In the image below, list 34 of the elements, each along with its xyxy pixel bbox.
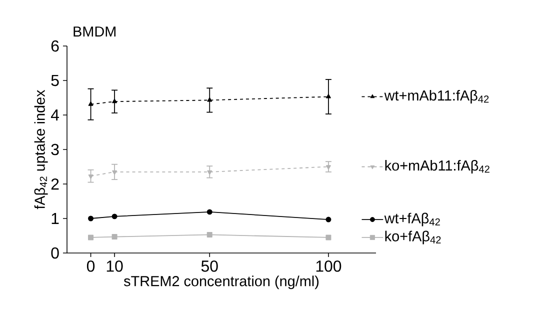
- point: [326, 94, 331, 98]
- point: [326, 234, 332, 240]
- legend-label: wt+fAβ$_{42}$: [384, 212, 440, 226]
- point: [326, 165, 331, 170]
- point: [326, 216, 332, 222]
- point: [88, 174, 94, 179]
- legend-label: wt+mAb11:fAβ$_{42}$: [384, 90, 489, 104]
- point: [206, 209, 212, 215]
- y-tick-label: 6: [51, 40, 59, 52]
- point: [112, 214, 118, 220]
- point: [88, 102, 94, 106]
- point: [88, 234, 94, 240]
- point: [112, 98, 117, 104]
- y-tick-label: 0: [51, 247, 59, 259]
- point: [112, 234, 118, 240]
- y-tick-label: 2: [51, 178, 59, 190]
- chart-title: BMDM: [74, 26, 116, 37]
- legend-label: ko+fAβ$_{42}$: [385, 230, 441, 244]
- point: [206, 232, 212, 238]
- x-tick-label: 100: [316, 260, 342, 272]
- point: [112, 170, 117, 175]
- y-tick-label: 4: [50, 110, 60, 120]
- point: [207, 97, 212, 102]
- point: [88, 216, 94, 222]
- y-axis-title: fAβ$_{42}$ uptake index: [34, 90, 48, 210]
- y-tick-label: 1: [52, 213, 59, 224]
- x-axis-title: sTREM2 concentration (ng/ml): [124, 276, 319, 290]
- point: [207, 170, 212, 175]
- x-tick-label: 50: [201, 260, 218, 272]
- legend-label: ko+mAb11:fAβ$_{42}$: [385, 160, 490, 174]
- x-tick-label: 10: [106, 260, 123, 272]
- y-tick-label: 5: [51, 74, 59, 86]
- y-tick-label: 3: [51, 144, 59, 156]
- x-tick-label: 0: [86, 260, 95, 272]
